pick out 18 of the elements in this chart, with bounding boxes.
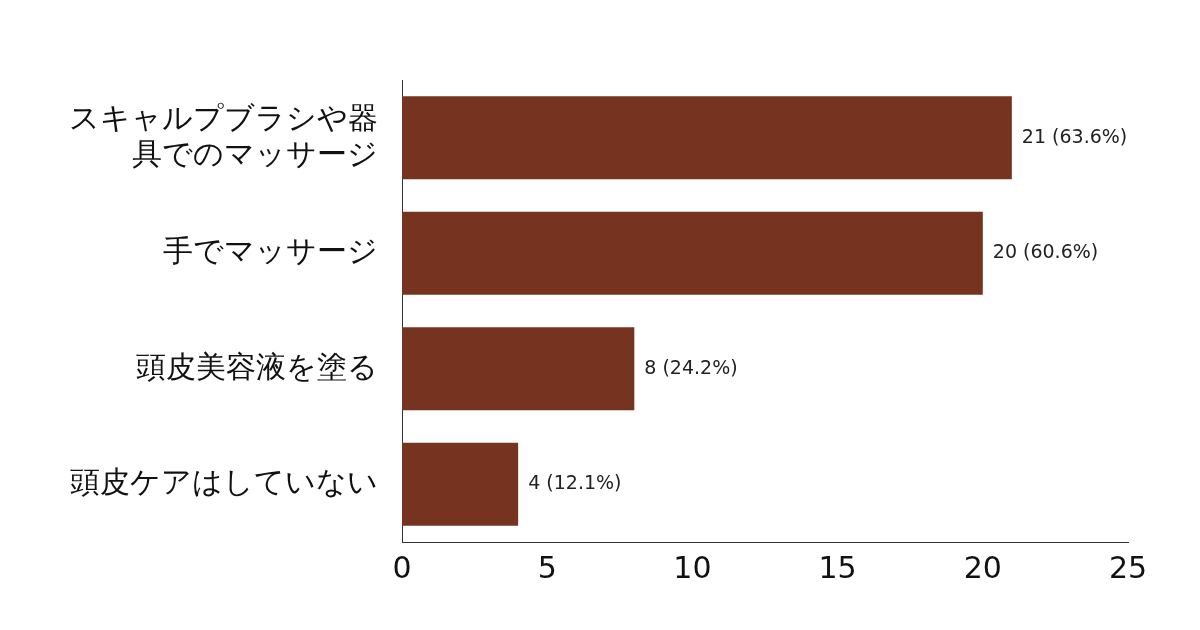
data-label: 8 (24.2%) <box>644 355 738 378</box>
x-tick-label: 10 <box>673 549 712 585</box>
data-label: 20 (60.6%) <box>992 240 1099 263</box>
y-tick-label: スキャルプブラシや器具でのマッサージ <box>69 99 378 171</box>
x-tick-label: 15 <box>818 549 857 585</box>
y-tick-label: 手でマッサージ <box>163 233 378 269</box>
x-tick-label: 20 <box>963 549 1002 585</box>
data-label: 21 (63.6%) <box>1021 124 1128 147</box>
bar <box>402 327 635 411</box>
y-tick-label: 頭皮美容液を塗る <box>136 348 378 384</box>
data-label: 4 (12.1%) <box>528 471 622 494</box>
y-tick-label: 頭皮ケアはしていない <box>70 464 378 500</box>
x-tick-label: 25 <box>1108 549 1148 585</box>
bar <box>402 211 983 295</box>
x-tick-label: 5 <box>537 549 557 585</box>
bar <box>402 96 1012 180</box>
x-tick-label: 0 <box>392 549 412 585</box>
bar <box>402 442 519 526</box>
